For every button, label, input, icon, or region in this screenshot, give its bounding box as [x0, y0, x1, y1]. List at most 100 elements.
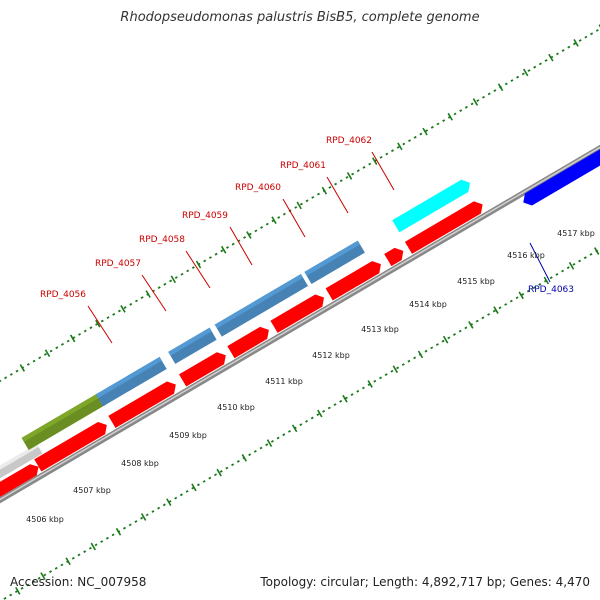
outer-tick-major-tick [170, 275, 177, 284]
outer-tick-dot [459, 109, 463, 112]
outer-tick-dot [510, 79, 514, 82]
outer-tick-dot [544, 59, 548, 62]
leader-line-rpd_4057 [141, 274, 167, 312]
inner-tick-dot [299, 423, 303, 427]
inner-tick-major-tick [493, 306, 499, 314]
outer-tick-dot [436, 122, 440, 126]
inner-tick-major-tick [568, 261, 575, 270]
inner-tick-dot [111, 533, 115, 537]
outer-tick-dot [66, 339, 70, 343]
blast-hit-block-bevel [168, 327, 212, 356]
genome-stats-text: Topology: circular; Length: 4,892,717 bp… [260, 575, 590, 589]
inner-tick-dot [60, 563, 64, 567]
inner-tick-dot [105, 536, 109, 540]
inner-tick-dot [561, 269, 565, 273]
inner-tick-major-tick [317, 409, 323, 418]
blast-hit-block [95, 356, 167, 407]
inner-tick-major-tick [367, 380, 373, 388]
inner-tick-dot [20, 586, 24, 590]
inner-tick-dot [54, 566, 58, 570]
inner-tick-major-tick [468, 321, 474, 329]
cds-forward-bevel [325, 261, 375, 293]
inner-tick-major-tick [90, 542, 97, 551]
outer-tick-major-tick [271, 216, 277, 225]
kbp-label: 4514 kbp [409, 300, 447, 309]
outer-tick-dot [203, 259, 207, 263]
outer-tick-dot [482, 95, 485, 99]
inner-tick-dot [253, 450, 257, 453]
outer-tick-dot [26, 363, 30, 366]
outer-tick-dot [567, 45, 571, 49]
inner-tick-dot [151, 510, 155, 513]
inner-tick-dot [310, 416, 314, 420]
inner-tick-dot [162, 503, 166, 507]
gene-label-rpd_4059: RPD_4059 [182, 211, 228, 221]
outer-tick-dot [135, 299, 138, 303]
inner-tick-major-tick [140, 513, 147, 521]
outer-tick-dot [9, 373, 13, 376]
inner-tick-dot [88, 546, 92, 550]
cds-forward-bevel [405, 201, 477, 246]
outer-tick-major-tick [296, 201, 302, 210]
outer-tick-dot [402, 142, 406, 146]
inner-tick-dot [276, 436, 280, 440]
cds-forward-bevel [227, 326, 263, 350]
inner-tick-dot [453, 333, 456, 336]
outer-tick-major-tick [472, 98, 479, 106]
outer-tick-dot [78, 333, 81, 336]
outer-tick-dot [470, 102, 474, 106]
inner-tick-dot [185, 490, 189, 493]
outer-tick-track [0, 24, 600, 383]
outer-tick-dot [408, 139, 411, 142]
outer-tick-dot [362, 166, 366, 169]
outer-tick-major-tick [447, 112, 453, 121]
outer-tick-dot [464, 105, 468, 109]
inner-tick-dot [37, 576, 41, 580]
outer-tick-dot [356, 169, 360, 173]
inner-tick-dot [396, 366, 400, 370]
outer-tick-dot [561, 49, 565, 52]
gray-feature-bevel [0, 444, 39, 470]
inner-tick-dot [71, 556, 75, 560]
outer-tick-dot [186, 269, 190, 273]
inner-tick-dot [339, 399, 343, 403]
inner-tick-dot [435, 343, 439, 346]
inner-tick-major-tick [392, 365, 399, 374]
outer-tick-dot [157, 286, 161, 289]
inner-tick-dot [566, 266, 570, 270]
cds-forward [179, 352, 226, 387]
kbp-label: 4511 kbp [265, 377, 303, 386]
inner-tick-dot [401, 363, 405, 366]
inner-tick-dot [49, 570, 52, 573]
outer-tick-dot [493, 89, 497, 92]
outer-tick-dot [413, 135, 417, 139]
cds-forward [325, 261, 381, 301]
kbp-label: 4515 kbp [457, 277, 495, 286]
outer-tick-major-tick [44, 349, 51, 358]
cds-forward-bevel [34, 422, 101, 464]
outer-tick-dot [83, 329, 87, 333]
outer-tick-dot [49, 349, 53, 353]
outer-tick-dot [260, 226, 264, 229]
kbp-label: 4507 kbp [73, 486, 111, 495]
inner-tick-dot [538, 283, 542, 286]
inner-tick-major-tick [442, 335, 449, 344]
outer-tick-dot [430, 125, 434, 129]
outer-tick-dot [595, 29, 599, 32]
leader-line-rpd_4062 [371, 151, 395, 191]
outer-tick-dot [191, 266, 195, 269]
inner-tick-dot [384, 373, 388, 376]
inner-tick-dot [123, 526, 126, 530]
inner-tick-dot [157, 506, 161, 510]
outer-tick-dot [504, 82, 508, 86]
outer-tick-dot [214, 252, 218, 256]
outer-tick-dot [106, 316, 110, 319]
outer-tick-major-tick [120, 305, 126, 313]
inner-tick-major-tick [191, 483, 197, 492]
inner-tick-dot [265, 443, 269, 447]
outer-tick-dot [453, 112, 457, 116]
outer-tick-dot [317, 192, 320, 196]
inner-tick-major-tick [216, 468, 222, 477]
outer-tick-dot [305, 199, 309, 203]
